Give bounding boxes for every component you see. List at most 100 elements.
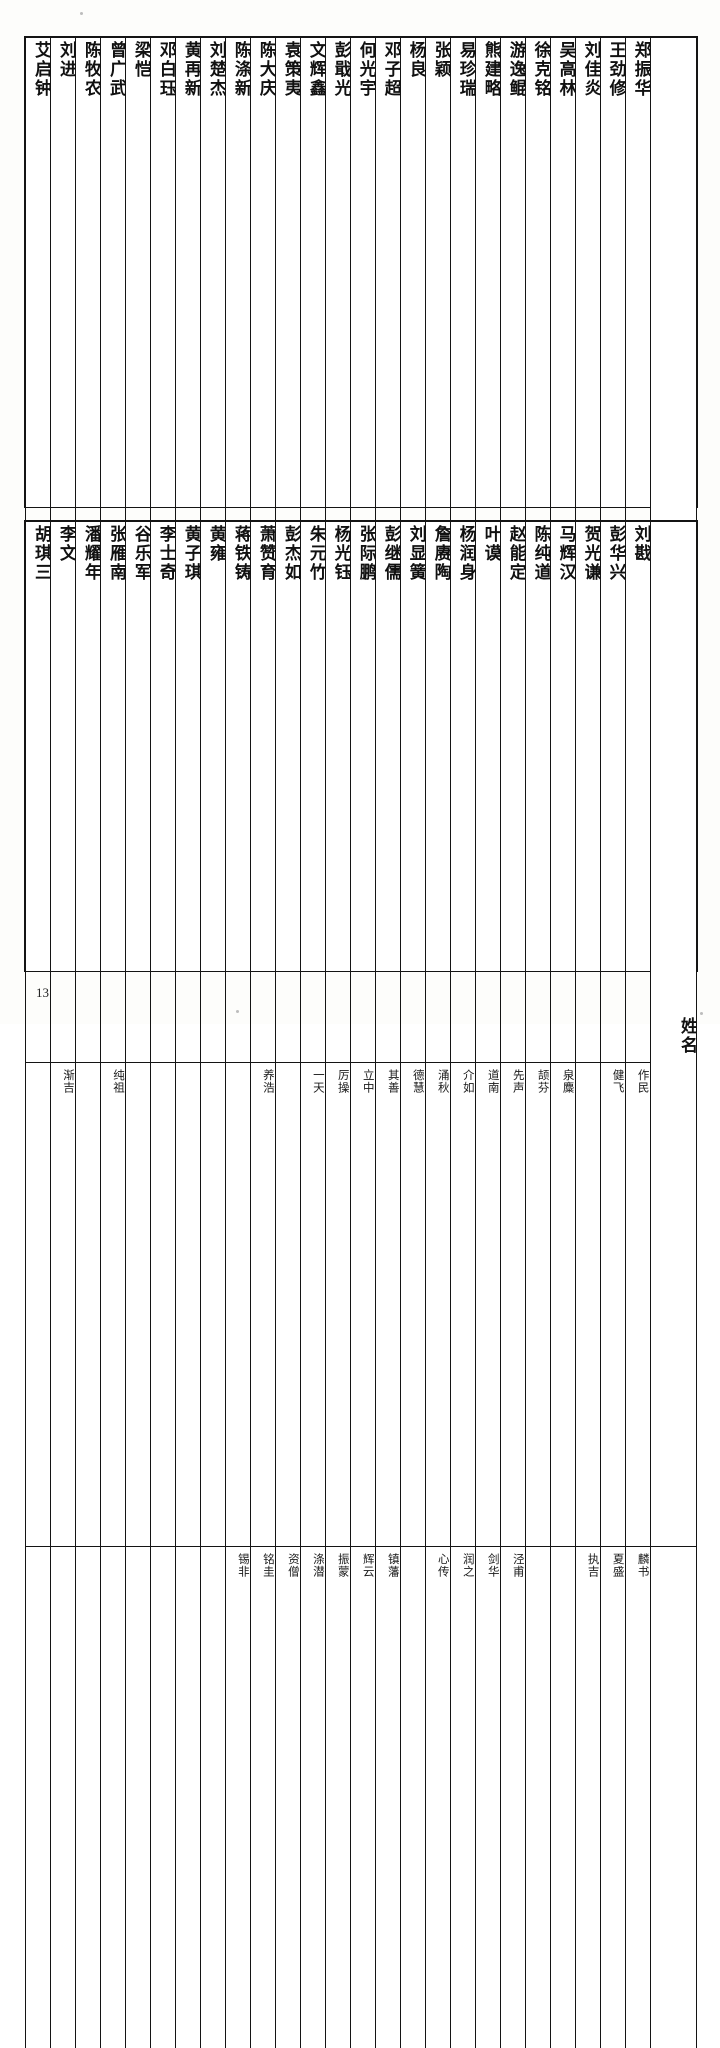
cell-text: 麟书 (626, 1547, 650, 2048)
cell-alias: 振蒙 (325, 1547, 350, 2048)
cell-text: 心传 (426, 1547, 450, 2048)
cell-text: 杨光钰 (326, 522, 350, 1546)
cell-text: 彭华兴 (601, 522, 625, 1546)
cell-text: 谷乐军 (126, 522, 150, 1546)
page-number: 13 (36, 985, 49, 1001)
cell-text: 泾甫 (501, 1547, 525, 2048)
cell-text: 资僧 (276, 1547, 300, 2048)
cell-alias: 执吉 (575, 1547, 600, 2048)
cell-text (76, 1547, 100, 2048)
cell-text: 杨润身 (451, 522, 475, 1546)
cell-alias (26, 1547, 51, 2048)
cell-text: 黄子琪 (176, 522, 200, 1546)
cell-text: 振蒙 (326, 1547, 350, 2048)
cell-name: 贺光谦 (575, 522, 600, 1547)
cell-text: 夏盛 (601, 1547, 625, 2048)
cell-text (551, 1547, 575, 2048)
row-header-alias: 别号 (650, 1547, 696, 2048)
cell-text (151, 1547, 175, 2048)
cell-text: 萧赞育 (251, 522, 275, 1546)
cell-alias (525, 1547, 550, 2048)
cell-name: 谷乐军 (125, 522, 150, 1547)
cell-alias (75, 1547, 100, 2048)
row-header-label: 姓名 (651, 522, 696, 1546)
cell-text: 辉云 (351, 1547, 375, 2048)
paper-speck (700, 1012, 703, 1015)
cell-text: 朱元竹 (301, 522, 325, 1546)
cell-alias: 心传 (425, 1547, 450, 2048)
cell-alias: 辉云 (350, 1547, 375, 2048)
cell-text: 润之 (451, 1547, 475, 2048)
cell-alias (550, 1547, 575, 2048)
document-page: 艾启钟刘进陈牧农曾广武梁恺邓白珏黄再新刘楚杰陈涤新陈大庆袁策夷文辉鑫彭戢光何光宇… (0, 0, 720, 1024)
cell-name: 李士奇 (150, 522, 175, 1547)
cell-text: 胡琪三 (26, 522, 50, 1546)
cell-alias: 涤潜 (300, 1547, 325, 2048)
row-header-label: 别号 (651, 1547, 696, 2048)
cell-name: 萧赞育 (250, 522, 275, 1547)
cell-text (201, 1547, 225, 2048)
cell-name: 张雁南 (100, 522, 125, 1547)
cell-name: 彭华兴 (600, 522, 625, 1547)
cell-text: 涤潜 (301, 1547, 325, 2048)
cell-alias (100, 1547, 125, 2048)
paper-speck (80, 12, 83, 15)
cell-alias: 资僧 (275, 1547, 300, 2048)
cell-alias: 麟书 (625, 1547, 650, 2048)
cell-name: 潘耀年 (75, 522, 100, 1547)
cell-alias (400, 1547, 425, 2048)
cell-name: 马辉汉 (550, 522, 575, 1547)
cell-text: 李文 (51, 522, 75, 1546)
cell-name: 赵能定 (500, 522, 525, 1547)
cell-text (26, 1547, 50, 2048)
cell-name: 胡琪三 (26, 522, 51, 1547)
roster-table-bottom: 胡琪三李文潘耀年张雁南谷乐军李士奇黄子琪黄雍蒋铁铸萧赞育彭杰如朱元竹杨光钰张际鹏… (24, 520, 698, 972)
cell-name: 蒋铁铸 (225, 522, 250, 1547)
cell-alias (150, 1547, 175, 2048)
cell-text: 张际鹏 (351, 522, 375, 1546)
cell-text: 彭杰如 (276, 522, 300, 1546)
cell-name: 黄子琪 (175, 522, 200, 1547)
roster-table-top: 艾启钟刘进陈牧农曾广武梁恺邓白珏黄再新刘楚杰陈涤新陈大庆袁策夷文辉鑫彭戢光何光宇… (24, 36, 698, 508)
cell-alias: 润之 (450, 1547, 475, 2048)
cell-text: 铭圭 (251, 1547, 275, 2048)
cell-name: 杨润身 (450, 522, 475, 1547)
cell-text: 刘戡 (626, 522, 650, 1546)
cell-alias: 剑华 (475, 1547, 500, 2048)
cell-text: 锡非 (226, 1547, 250, 2048)
cell-alias: 夏盛 (600, 1547, 625, 2048)
cell-text (526, 1547, 550, 2048)
cell-alias (175, 1547, 200, 2048)
cell-name: 李文 (50, 522, 75, 1547)
cell-text: 张雁南 (101, 522, 125, 1546)
cell-text (176, 1547, 200, 2048)
cell-name: 朱元竹 (300, 522, 325, 1547)
cell-alias (200, 1547, 225, 2048)
cell-text: 执吉 (576, 1547, 600, 2048)
cell-text: 剑华 (476, 1547, 500, 2048)
cell-text: 潘耀年 (76, 522, 100, 1546)
cell-name: 张际鹏 (350, 522, 375, 1547)
cell-text: 詹赓陶 (426, 522, 450, 1546)
cell-alias (125, 1547, 150, 2048)
cell-name: 詹赓陶 (425, 522, 450, 1547)
cell-name: 黄雍 (200, 522, 225, 1547)
cell-text: 刘显簧 (401, 522, 425, 1546)
cell-alias: 铭圭 (250, 1547, 275, 2048)
cell-text (401, 1547, 425, 2048)
table-row: 胡琪三李文潘耀年张雁南谷乐军李士奇黄子琪黄雍蒋铁铸萧赞育彭杰如朱元竹杨光钰张际鹏… (26, 522, 697, 1547)
cell-text: 赵能定 (501, 522, 525, 1546)
cell-name: 叶谟 (475, 522, 500, 1547)
cell-text (51, 1547, 75, 2048)
cell-text: 彭继儒 (376, 522, 400, 1546)
cell-text: 叶谟 (476, 522, 500, 1546)
cell-name: 彭杰如 (275, 522, 300, 1547)
cell-name: 彭继儒 (375, 522, 400, 1547)
cell-name: 陈纯道 (525, 522, 550, 1547)
roster-grid-bottom: 胡琪三李文潘耀年张雁南谷乐军李士奇黄子琪黄雍蒋铁铸萧赞育彭杰如朱元竹杨光钰张际鹏… (25, 521, 697, 2048)
cell-alias: 锡非 (225, 1547, 250, 2048)
cell-text: 镇藩 (376, 1547, 400, 2048)
cell-text: 蒋铁铸 (226, 522, 250, 1546)
cell-text: 黄雍 (201, 522, 225, 1546)
cell-name: 杨光钰 (325, 522, 350, 1547)
